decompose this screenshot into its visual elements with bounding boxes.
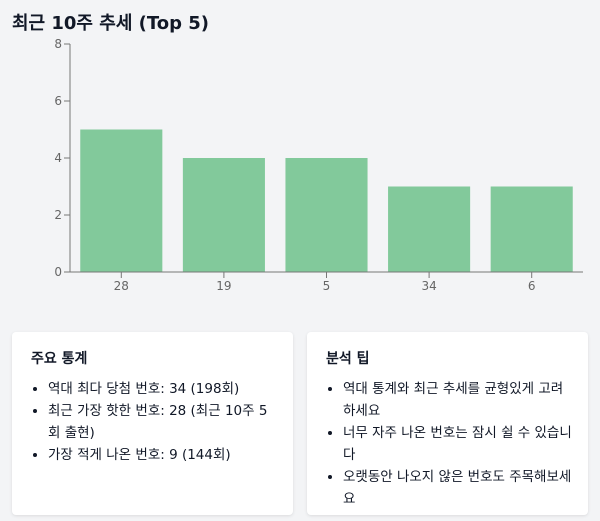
- stats-item: 가장 적게 나온 번호: 9 (144회): [48, 444, 277, 466]
- x-tick-label: 5: [323, 279, 331, 293]
- x-tick-label: 28: [114, 279, 129, 293]
- bar-19: [182, 158, 265, 272]
- bar-chart: 0 2 4 6 8 28 19 5 34 6: [54, 37, 583, 293]
- bar-6: [490, 186, 573, 272]
- x-tick-label: 6: [528, 279, 536, 293]
- tips-item: 너무 자주 나온 번호는 잠시 쉴 수 있습니다: [343, 422, 572, 466]
- chart-title: 최근 10주 추세 (Top 5): [12, 13, 210, 34]
- stats-card: 주요 통계 역대 최다 당첨 번호: 34 (198회) 최근 가장 핫한 번호…: [12, 332, 293, 515]
- x-axis-ticks: 28 19 5 34 6: [114, 272, 536, 293]
- stats-item: 최근 가장 핫한 번호: 28 (최근 10주 5회 출현): [48, 400, 277, 444]
- y-axis-ticks: 0 2 4 6 8: [54, 37, 70, 279]
- tips-item: 오랫동안 나오지 않은 번호도 주목해보세요: [343, 466, 572, 510]
- stats-list: 역대 최다 당첨 번호: 34 (198회) 최근 가장 핫한 번호: 28 (…: [31, 378, 277, 466]
- bar-series: [80, 129, 573, 272]
- tips-list: 역대 통계와 최근 추세를 균형있게 고려하세요 너무 자주 나온 번호는 잠시…: [326, 378, 572, 510]
- bar-28: [80, 129, 163, 272]
- stats-card-title: 주요 통계: [31, 351, 88, 367]
- y-tick-label: 2: [54, 208, 62, 222]
- tips-card-title: 분석 팁: [326, 351, 370, 367]
- y-tick-label: 6: [54, 94, 62, 108]
- y-tick-label: 4: [54, 151, 62, 165]
- bar-34: [388, 186, 471, 272]
- y-tick-label: 8: [54, 37, 62, 51]
- x-tick-label: 19: [216, 279, 231, 293]
- stats-item: 역대 최다 당첨 번호: 34 (198회): [48, 378, 277, 400]
- y-tick-label: 0: [54, 265, 62, 279]
- bar-5: [285, 158, 368, 272]
- x-tick-label: 34: [421, 279, 436, 293]
- tips-card: 분석 팁 역대 통계와 최근 추세를 균형있게 고려하세요 너무 자주 나온 번…: [307, 332, 588, 515]
- tips-item: 역대 통계와 최근 추세를 균형있게 고려하세요: [343, 378, 572, 422]
